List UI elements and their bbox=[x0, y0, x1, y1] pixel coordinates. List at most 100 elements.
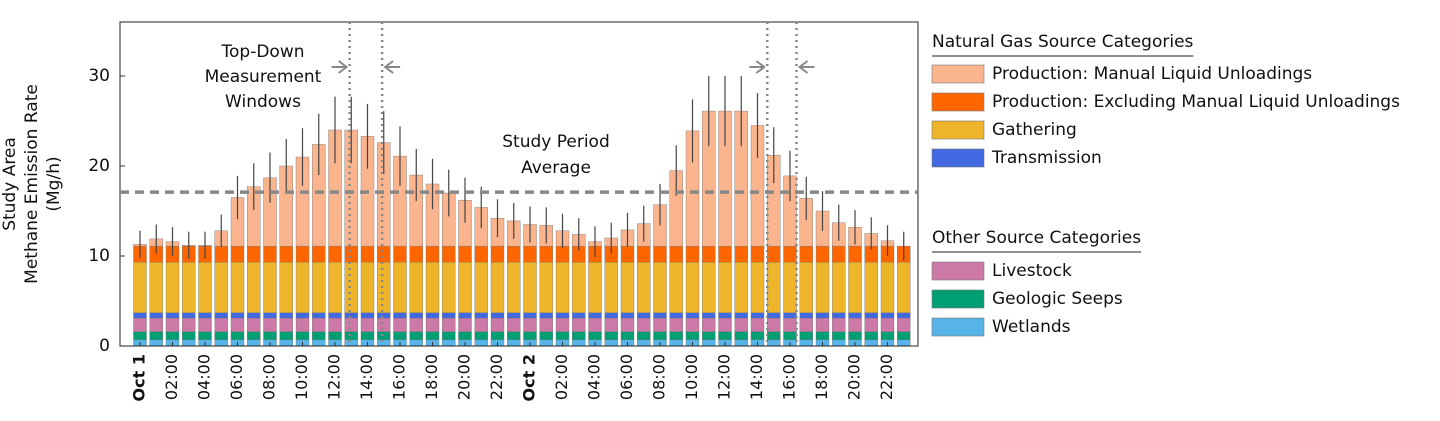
x-tick-label: 18:00 bbox=[422, 354, 441, 400]
bar-segment bbox=[377, 262, 391, 313]
bar-segment bbox=[344, 245, 358, 263]
bar-segment bbox=[799, 312, 813, 319]
bar-segment bbox=[539, 312, 553, 319]
legend-title: Natural Gas Source Categories bbox=[932, 32, 1194, 52]
y-axis-label: (Mg/h) bbox=[44, 156, 64, 211]
x-tick-label: 04:00 bbox=[585, 354, 604, 400]
bar-segment bbox=[832, 312, 846, 319]
bar-segment bbox=[555, 245, 570, 263]
bar-segment bbox=[653, 312, 667, 319]
bar-segment bbox=[409, 262, 423, 313]
bar-segment bbox=[182, 317, 196, 332]
bar-segment bbox=[425, 317, 440, 332]
bar-segment bbox=[669, 339, 683, 347]
bar-segment bbox=[880, 312, 895, 319]
bar-segment bbox=[523, 331, 537, 340]
x-tick-label: 22:00 bbox=[487, 354, 506, 400]
bar-segment bbox=[279, 262, 293, 313]
bar-segment bbox=[409, 331, 423, 340]
bar-segment bbox=[783, 312, 797, 319]
bar-segment bbox=[214, 312, 228, 319]
bar-segment bbox=[295, 262, 310, 313]
bar-segment bbox=[702, 317, 716, 332]
bar-segment bbox=[702, 312, 716, 319]
bar-segment bbox=[815, 245, 830, 263]
x-tick-label: 14:00 bbox=[747, 354, 766, 400]
bar-segment bbox=[637, 317, 651, 332]
bar-segment bbox=[734, 331, 748, 340]
y-axis-label: Methane Emission Rate bbox=[22, 84, 42, 284]
x-tick-label: 04:00 bbox=[195, 354, 214, 400]
x-tick-label: 02:00 bbox=[552, 354, 571, 400]
bar-segment bbox=[767, 317, 781, 332]
bar-segment bbox=[685, 317, 700, 332]
bar-segment bbox=[539, 331, 553, 340]
bar-segment bbox=[133, 312, 147, 319]
bar-segment bbox=[312, 245, 326, 263]
bar-segment bbox=[718, 317, 732, 332]
bar-segment bbox=[360, 245, 375, 263]
bar-segment bbox=[165, 262, 180, 313]
bar-segment bbox=[149, 317, 163, 332]
bar-segment bbox=[637, 339, 651, 347]
x-tick-label: 20:00 bbox=[455, 354, 474, 400]
bar-segment bbox=[734, 262, 748, 313]
bar-segment bbox=[458, 317, 472, 332]
bar-segment bbox=[718, 262, 732, 313]
bar-segment bbox=[734, 312, 748, 319]
bar-segment bbox=[344, 317, 358, 332]
bar-segment bbox=[588, 317, 602, 332]
bar-segment bbox=[214, 331, 228, 340]
bar-segment bbox=[832, 245, 846, 263]
bar-segment bbox=[247, 312, 261, 319]
bar-segment bbox=[750, 262, 765, 313]
bar-segment bbox=[799, 262, 813, 313]
bar-segment bbox=[685, 331, 700, 340]
window-arrow bbox=[749, 60, 766, 74]
bar-segment bbox=[897, 339, 911, 347]
bar-segment bbox=[490, 312, 505, 319]
bar-segment bbox=[425, 331, 440, 340]
bar-segment bbox=[523, 262, 537, 313]
bar-segment bbox=[734, 339, 748, 347]
bar-segment bbox=[620, 331, 635, 340]
window-label: Top-Down bbox=[221, 42, 305, 62]
bar-segment bbox=[377, 245, 391, 263]
bar-segment bbox=[507, 317, 521, 332]
bar-segment bbox=[539, 262, 553, 313]
bar-segment bbox=[799, 317, 813, 332]
bar-segment bbox=[685, 245, 700, 263]
bar-segment bbox=[328, 245, 342, 263]
bar-segment bbox=[783, 317, 797, 332]
bar-segment bbox=[182, 262, 196, 313]
bar-segment bbox=[523, 317, 537, 332]
bar-segment bbox=[669, 331, 683, 340]
bar-segment bbox=[312, 331, 326, 340]
bar-segment bbox=[474, 331, 488, 340]
bar-segment bbox=[653, 317, 667, 332]
bar-segment bbox=[182, 339, 196, 347]
bar-segment bbox=[474, 339, 488, 347]
bar-segment bbox=[718, 331, 732, 340]
bar-segment bbox=[815, 262, 830, 313]
bar-segment bbox=[279, 339, 293, 347]
bar-segment bbox=[702, 331, 716, 340]
bar-segment bbox=[425, 245, 440, 263]
bar-segment bbox=[604, 339, 618, 347]
bar-segment bbox=[393, 262, 407, 313]
bar-segment bbox=[247, 339, 261, 347]
bar-segment bbox=[279, 317, 293, 332]
bar-segment bbox=[230, 262, 245, 313]
bar-segment bbox=[897, 262, 911, 313]
bar-segment bbox=[718, 312, 732, 319]
bar-segment bbox=[230, 331, 245, 340]
x-tick-label: 14:00 bbox=[357, 354, 376, 400]
bar-segment bbox=[182, 312, 196, 319]
bar-segment bbox=[149, 262, 163, 313]
bar-segment bbox=[263, 317, 277, 332]
bar-segment bbox=[507, 331, 521, 340]
bar-segment bbox=[880, 331, 895, 340]
x-tick-label: 06:00 bbox=[617, 354, 636, 400]
bar-segment bbox=[247, 317, 261, 332]
bar-segment bbox=[750, 331, 765, 340]
